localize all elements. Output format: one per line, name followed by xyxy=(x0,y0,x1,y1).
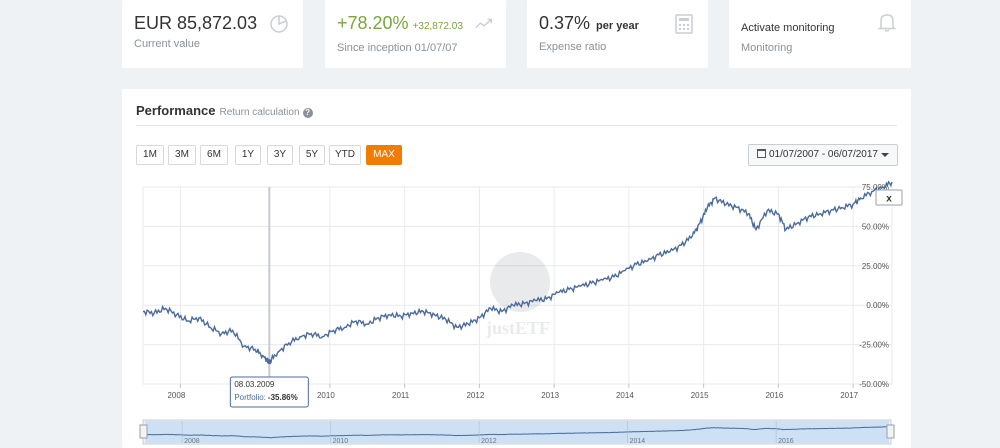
navigator-selection[interactable] xyxy=(145,421,889,443)
x-tick-label: 2010 xyxy=(317,391,335,400)
performance-heading: Performance Return calculation? xyxy=(136,103,313,118)
performance-title: Performance xyxy=(136,103,216,118)
navigator[interactable]: 2008 2010 2012 2014 2016 xyxy=(139,419,895,445)
watermark-text: justETF xyxy=(485,318,550,338)
return-calculation-link[interactable]: Return calculation xyxy=(219,107,300,118)
x-tick-label: 2017 xyxy=(840,391,858,400)
divider xyxy=(136,125,897,126)
close-label: x xyxy=(886,194,892,205)
chart-close-button[interactable]: x xyxy=(875,189,903,206)
y-tick-label: 50.00% xyxy=(862,222,889,231)
navigator-handle-left[interactable] xyxy=(139,424,148,439)
tooltip-value: Portfolio: -35.86% xyxy=(234,393,297,402)
x-axis-ticks: 2008 2010 2011 2012 2013 2014 2015 2016 2017 xyxy=(167,384,859,400)
activate-monitoring-link[interactable]: Activate monitoring xyxy=(741,22,835,34)
performance-label: Since inception 01/07/07 xyxy=(337,42,458,54)
monitoring-card[interactable]: Activate monitoring Monitoring xyxy=(729,0,911,68)
navigator-tick-label: 2016 xyxy=(778,438,794,445)
pie-chart-icon xyxy=(270,15,288,33)
y-tick-label: -25.00% xyxy=(859,341,889,350)
help-icon[interactable]: ? xyxy=(302,108,313,118)
range-button-6m[interactable]: 6M xyxy=(200,145,228,165)
y-tick-label: -50.00% xyxy=(859,380,889,389)
series-line-portfolio xyxy=(142,180,893,365)
tooltip-series-value: -35.86% xyxy=(268,393,298,402)
range-button-1y[interactable]: 1Y xyxy=(235,145,261,165)
watermark: justETF xyxy=(485,252,550,338)
navigator-series-line xyxy=(145,426,890,439)
range-button-5y[interactable]: 5Y xyxy=(299,145,325,165)
performance-card: +78.20% +32,872.03 Since inception 01/07/… xyxy=(325,0,506,68)
current-value-amount: EUR 85,872.03 xyxy=(134,13,258,33)
current-value-label: Current value xyxy=(134,38,201,50)
tooltip-series-name: Portfolio: xyxy=(234,393,266,402)
current-value-card: EUR 85,872.03 Current value xyxy=(122,0,303,68)
trend-line-icon xyxy=(475,18,492,29)
calculator-icon xyxy=(675,14,693,34)
expense-ratio-card: 0.37% per year Expense ratio xyxy=(527,0,708,68)
x-tick-label: 2011 xyxy=(392,391,410,400)
x-tick-label: 2014 xyxy=(616,391,634,400)
calendar-icon xyxy=(757,149,766,158)
tooltip-date: 08.03.2009 xyxy=(234,380,275,389)
performance-percent: +78.20% xyxy=(337,13,409,33)
range-button-3y[interactable]: 3Y xyxy=(267,145,293,165)
y-tick-label: 0.00% xyxy=(866,301,889,310)
tooltip: 08.03.2009 Portfolio: -35.86% xyxy=(229,376,309,408)
tooltip-box xyxy=(229,376,309,408)
x-tick-label: 2015 xyxy=(691,391,709,400)
monitoring-label: Monitoring xyxy=(741,42,793,54)
y-tick-label: 75.00% xyxy=(862,183,889,192)
performance-absolute: +32,872.03 xyxy=(412,21,463,32)
navigator-tick-label: 2012 xyxy=(481,438,497,445)
navigator-tick-label: 2010 xyxy=(333,438,349,445)
watermark-logo xyxy=(490,252,550,312)
navigator-tick-label: 2014 xyxy=(630,438,646,445)
navigator-tick-label: 2008 xyxy=(184,438,200,445)
navigator-handle-right[interactable] xyxy=(886,424,895,439)
x-tick-label: 2013 xyxy=(541,391,559,400)
x-tick-label: 2012 xyxy=(466,391,484,400)
range-button-3m[interactable]: 3M xyxy=(168,145,196,165)
x-tick-label: 2008 xyxy=(167,391,185,400)
y-tick-label: 25.00% xyxy=(862,262,889,271)
range-button-max[interactable]: MAX xyxy=(366,145,402,165)
date-range-picker[interactable]: 01/07/2007 - 06/07/2017 xyxy=(748,144,898,166)
expense-ratio-value: 0.37% xyxy=(539,13,591,33)
navigator-ticks: 2008 2010 2012 2014 2016 xyxy=(181,421,794,445)
y-axis-ticks: 75.00% 50.00% 25.00% 0.00% -25.00% -50.00% xyxy=(859,183,889,389)
range-button-1m[interactable]: 1M xyxy=(136,145,164,165)
date-range-value: 01/07/2007 - 06/07/2017 xyxy=(769,149,878,160)
caret-down-icon xyxy=(881,153,889,157)
chart-grid xyxy=(142,186,893,385)
expense-ratio-label: Expense ratio xyxy=(539,41,607,53)
bell-icon[interactable] xyxy=(877,12,897,32)
x-tick-label: 2016 xyxy=(765,391,783,400)
expense-ratio-unit: per year xyxy=(596,20,639,32)
range-button-ytd[interactable]: YTD xyxy=(329,145,361,165)
tooltip-point xyxy=(266,359,272,365)
